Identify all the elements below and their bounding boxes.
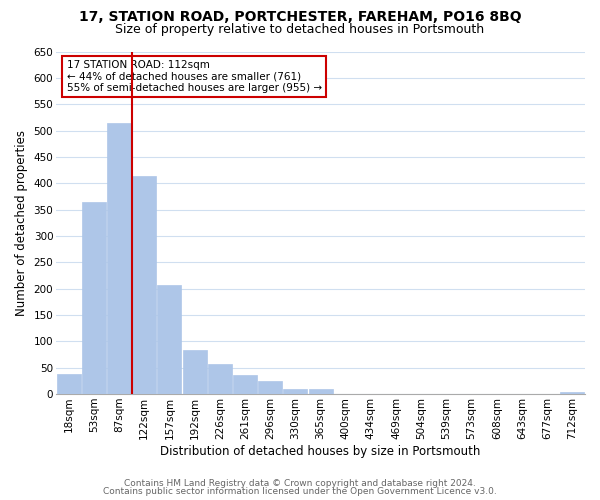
Bar <box>182 350 206 394</box>
Bar <box>157 285 181 394</box>
Bar <box>82 202 106 394</box>
Bar <box>308 389 332 394</box>
Bar <box>560 392 584 394</box>
Bar <box>107 122 131 394</box>
X-axis label: Distribution of detached houses by size in Portsmouth: Distribution of detached houses by size … <box>160 444 481 458</box>
Bar <box>233 374 257 394</box>
Y-axis label: Number of detached properties: Number of detached properties <box>15 130 28 316</box>
Text: Size of property relative to detached houses in Portsmouth: Size of property relative to detached ho… <box>115 22 485 36</box>
Bar <box>208 364 232 394</box>
Bar <box>258 381 282 394</box>
Text: Contains public sector information licensed under the Open Government Licence v3: Contains public sector information licen… <box>103 487 497 496</box>
Text: Contains HM Land Registry data © Crown copyright and database right 2024.: Contains HM Land Registry data © Crown c… <box>124 478 476 488</box>
Text: 17, STATION ROAD, PORTCHESTER, FAREHAM, PO16 8BQ: 17, STATION ROAD, PORTCHESTER, FAREHAM, … <box>79 10 521 24</box>
Bar <box>283 389 307 394</box>
Bar <box>57 374 80 394</box>
Bar <box>132 176 156 394</box>
Text: 17 STATION ROAD: 112sqm
← 44% of detached houses are smaller (761)
55% of semi-d: 17 STATION ROAD: 112sqm ← 44% of detache… <box>67 60 322 94</box>
